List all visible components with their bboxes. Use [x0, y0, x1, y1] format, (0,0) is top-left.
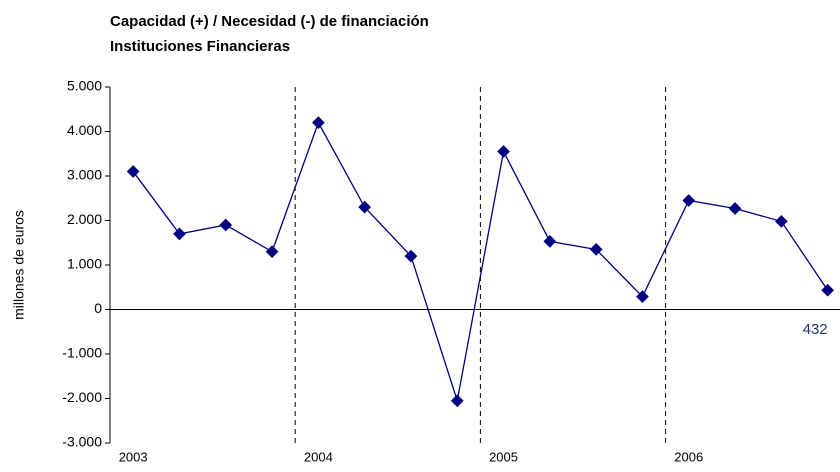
- x-tick-label: 2006: [674, 449, 703, 464]
- y-axis-label: millones de euros: [11, 210, 27, 320]
- point-marker: [126, 165, 140, 178]
- data-label: 432: [803, 321, 828, 338]
- point-marker: [497, 145, 510, 158]
- point-marker: [821, 283, 835, 297]
- y-tick-label: 2.000: [67, 211, 102, 227]
- point-marker: [173, 227, 186, 241]
- series-line: [132, 121, 829, 401]
- point-marker: [728, 202, 742, 215]
- point-marker: [543, 235, 557, 248]
- x-tick-label: 2003: [119, 449, 148, 464]
- y-tick-label: -3.000: [62, 434, 102, 450]
- y-tick-label: 5.000: [67, 78, 102, 94]
- point-marker: [311, 116, 325, 129]
- point-marker: [358, 200, 372, 214]
- y-tick-label: -1.000: [62, 345, 102, 361]
- point-marker: [219, 218, 233, 232]
- point-marker: [774, 215, 788, 228]
- point-marker: [682, 194, 696, 207]
- x-tick-label: 2004: [304, 449, 333, 464]
- chart-subtitle: Instituciones Financieras: [110, 38, 290, 55]
- point-marker: [450, 394, 464, 408]
- chart-title: Capacidad (+) / Necesidad (-) de financi…: [110, 13, 429, 30]
- y-tick-label: 4.000: [67, 122, 102, 138]
- y-tick-label: 1.000: [67, 256, 102, 272]
- y-tick-label: -2.000: [62, 389, 102, 405]
- point-marker: [404, 249, 418, 263]
- point-marker: [265, 245, 279, 259]
- x-tick-label: 2005: [489, 449, 518, 464]
- y-tick-label: 0: [94, 300, 102, 316]
- y-tick-label: 3.000: [67, 167, 102, 183]
